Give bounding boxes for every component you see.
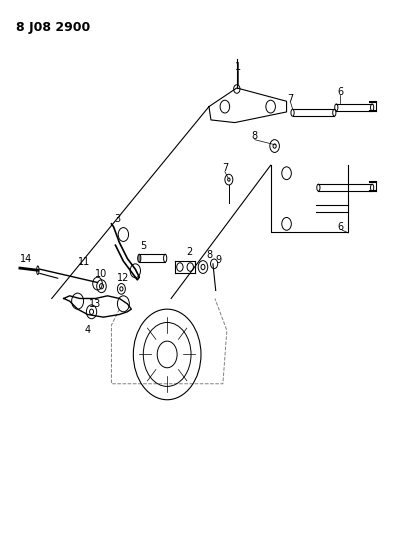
Text: 7: 7 [222, 163, 228, 173]
Text: 2: 2 [186, 247, 193, 256]
Text: 10: 10 [95, 270, 107, 279]
Text: 1: 1 [234, 62, 241, 71]
Text: 7: 7 [287, 94, 294, 103]
Text: 13: 13 [90, 299, 101, 309]
Text: 12: 12 [117, 273, 130, 283]
Text: 8: 8 [207, 250, 213, 260]
Ellipse shape [138, 254, 141, 262]
Text: 11: 11 [78, 257, 90, 267]
Text: 9: 9 [215, 255, 222, 265]
Text: 14: 14 [20, 254, 32, 263]
Text: 5: 5 [140, 241, 146, 251]
Text: 6: 6 [337, 222, 343, 231]
Text: 4: 4 [84, 326, 91, 335]
Text: 3: 3 [114, 214, 121, 223]
Text: 6: 6 [337, 87, 343, 96]
Text: 8: 8 [252, 131, 258, 141]
Text: 8 J08 2900: 8 J08 2900 [16, 21, 90, 34]
